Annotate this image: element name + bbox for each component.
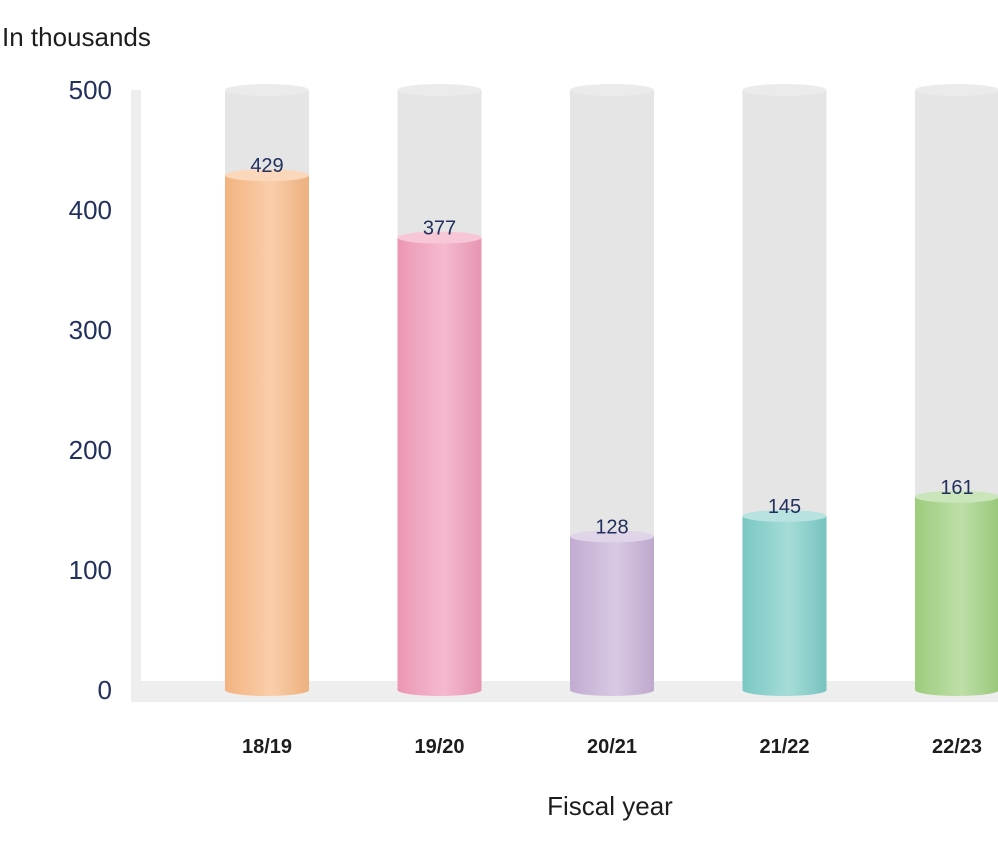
x-tick-label: 20/21 bbox=[587, 736, 637, 758]
axes: 0 100 200 300 400 500 bbox=[69, 75, 998, 705]
bar-top-cap bbox=[225, 169, 309, 182]
bar-value-label: 429 bbox=[250, 155, 283, 177]
y-axis-line bbox=[131, 90, 141, 702]
bar-track-cap bbox=[915, 84, 998, 96]
y-tick-label: 500 bbox=[69, 75, 112, 105]
bar-bottom-cap bbox=[225, 684, 309, 696]
bar-track-cap bbox=[742, 84, 827, 96]
bar-bottom-cap bbox=[742, 684, 827, 696]
y-tick-label: 0 bbox=[98, 675, 112, 705]
bar-track-cap bbox=[570, 84, 654, 96]
bar-track-cap bbox=[225, 84, 309, 96]
bar-19-20 bbox=[397, 237, 482, 690]
bar-value-label: 128 bbox=[595, 516, 628, 538]
x-axis-title: Fiscal year bbox=[547, 791, 673, 821]
bar-top-cap bbox=[742, 510, 827, 522]
bar-top-cap bbox=[915, 490, 998, 503]
bar-value-label: 161 bbox=[940, 477, 973, 499]
bar-bottom-cap bbox=[915, 684, 998, 696]
bar-bottom-cap bbox=[397, 684, 482, 696]
bar-18-19 bbox=[225, 175, 309, 690]
bar-top-cap bbox=[397, 231, 482, 244]
bar-21-22 bbox=[742, 516, 827, 690]
bar-22-23 bbox=[915, 496, 998, 690]
bar-track-cap bbox=[397, 84, 482, 96]
x-tick-label: 18/19 bbox=[242, 736, 292, 758]
bar-bottom-cap bbox=[570, 684, 654, 696]
bars: 429 18/19 377 19/20 128 20/21 145 21/22 161 22/23 bbox=[225, 84, 998, 758]
bar-value-label: 145 bbox=[768, 496, 801, 518]
labels: In thousands Fiscal year bbox=[2, 22, 673, 821]
y-tick-label: 100 bbox=[69, 555, 112, 585]
y-tick-label: 200 bbox=[69, 435, 112, 465]
y-tick-label: 400 bbox=[69, 195, 112, 225]
bar-value-label: 377 bbox=[423, 218, 456, 240]
y-tick-label: 300 bbox=[69, 315, 112, 345]
x-tick-label: 21/22 bbox=[759, 736, 809, 758]
bar-20-21 bbox=[570, 536, 654, 690]
bar-top-cap bbox=[570, 530, 654, 543]
y-axis-title: In thousands bbox=[2, 22, 151, 52]
x-tick-label: 19/20 bbox=[414, 736, 464, 758]
x-tick-label: 22/23 bbox=[932, 736, 982, 758]
